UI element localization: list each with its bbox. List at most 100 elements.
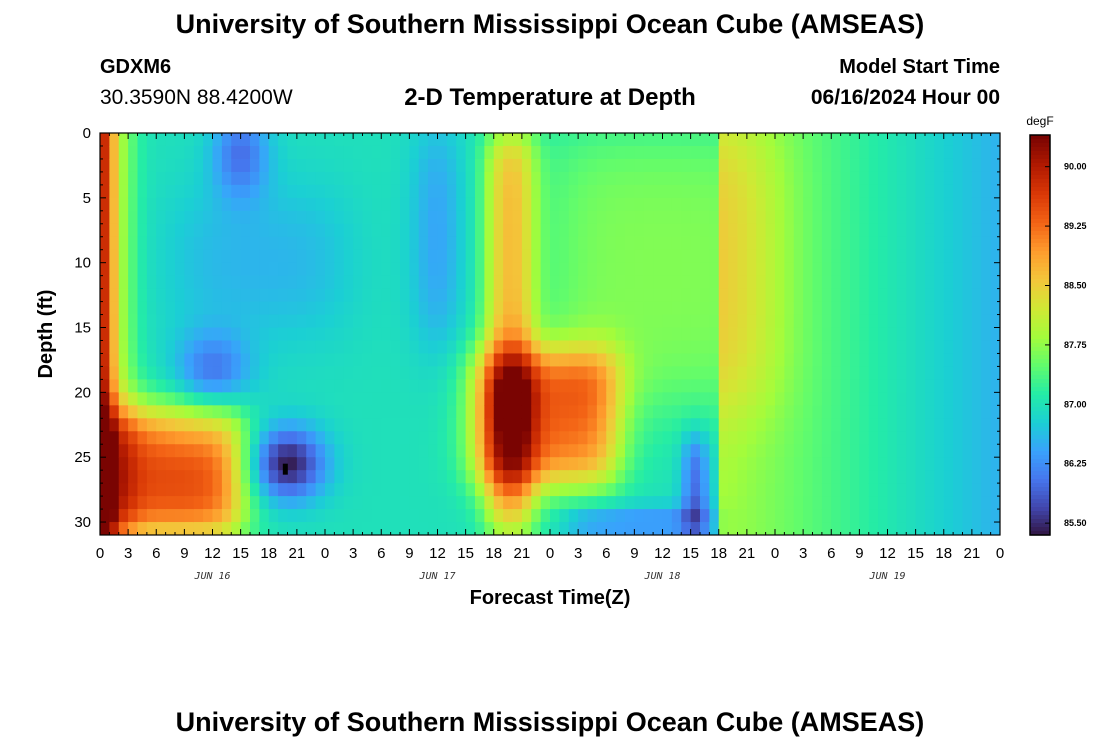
heatmap-cell [437,145,448,160]
heatmap-cell [943,509,954,523]
heatmap-cell [625,379,635,393]
heatmap-cell [568,340,579,355]
heatmap-cell [943,184,954,199]
heatmap-cell [850,522,860,535]
heatmap-cell [803,184,814,199]
heatmap-cell [390,431,401,445]
heatmap-cell [212,145,223,160]
heatmap-cell [812,301,823,316]
heatmap-cell [428,288,439,303]
heatmap-cell [240,522,251,535]
heatmap-cell [296,145,307,160]
heatmap-cell [100,158,110,173]
heatmap-cell [953,340,964,355]
heatmap-cell [850,301,860,316]
heatmap-cell [193,457,204,471]
heatmap-cell [868,379,879,393]
heatmap-cell [550,405,560,419]
heatmap-cell [146,457,157,471]
heatmap-cell [165,522,176,535]
heatmap-cell [109,171,120,186]
heatmap-cell [812,431,823,445]
heatmap-cell [784,444,795,458]
heatmap-cell [334,314,345,329]
date-label: JUN 17 [418,571,455,582]
colorbar-swatch [1030,475,1050,480]
heatmap-cell [446,145,457,160]
heatmap-cell [156,353,167,368]
heatmap-cell [784,431,795,445]
heatmap-cell [990,184,1000,199]
heatmap-cell [109,418,120,432]
heatmap-cell [193,327,204,342]
heatmap-cell [306,392,317,406]
colorbar-swatch [1030,191,1050,196]
heatmap-cell [643,301,654,316]
heatmap-cell [503,444,514,458]
heatmap-cell [400,470,410,484]
heatmap-cell [981,327,992,342]
heatmap-cell [484,145,495,160]
heatmap-cell [278,301,289,316]
heatmap-cell [681,197,692,212]
heatmap-cell [465,236,476,251]
heatmap-cell [362,457,373,471]
heatmap-cell [156,522,167,535]
heatmap-cell [221,392,232,406]
heatmap-cell [203,301,214,316]
heatmap-cell [850,418,860,432]
heatmap-cell [906,418,917,432]
heatmap-cell [550,444,560,458]
heatmap-cell [212,379,223,393]
heatmap-cell [981,223,992,238]
heatmap-cell [737,133,748,147]
heatmap-cell [681,522,692,535]
heatmap-cell [812,145,823,160]
heatmap-cell [118,340,129,355]
heatmap-cell [737,249,748,264]
heatmap-cell [840,392,851,406]
heatmap-cell [203,470,214,484]
heatmap-cell [446,483,457,497]
heatmap-cell [240,236,251,251]
heatmap-cell [681,262,692,277]
heatmap-cell [615,483,626,497]
heatmap-cell [409,262,420,277]
heatmap-cell [100,262,110,277]
heatmap-cell [278,327,289,342]
colorbar-swatch [1030,155,1050,160]
heatmap-cell [962,314,973,329]
heatmap-cell [887,392,898,406]
heatmap-cell [343,418,354,432]
heatmap-cell [709,223,720,238]
heatmap-cell [353,197,364,212]
heatmap-cell [662,133,673,147]
heatmap-cell [446,314,457,329]
heatmap-cell [512,158,523,173]
heatmap-cell [578,171,589,186]
heatmap-cell [512,405,523,419]
heatmap-cell [625,133,635,147]
heatmap-cell [587,470,598,484]
heatmap-cell [850,314,860,329]
heatmap-cell [746,236,757,251]
heatmap-cell [296,522,307,535]
heatmap-cell [803,236,814,251]
heatmap-cell [175,301,185,316]
heatmap-cell [503,236,514,251]
colorbar-swatch [1030,531,1050,536]
heatmap-cell [878,483,889,497]
heatmap-cell [287,431,298,445]
heatmap-cell [953,236,964,251]
heatmap-cell [587,522,598,535]
heatmap-cell [756,249,767,264]
heatmap-cell [193,392,204,406]
heatmap-cell [306,184,317,199]
heatmap-cell [896,327,907,342]
heatmap-cell [981,418,992,432]
heatmap-cell [850,470,860,484]
heatmap-cell [296,210,307,225]
heatmap-cell [296,158,307,173]
heatmap-cell [296,262,307,277]
heatmap-cell [643,444,654,458]
